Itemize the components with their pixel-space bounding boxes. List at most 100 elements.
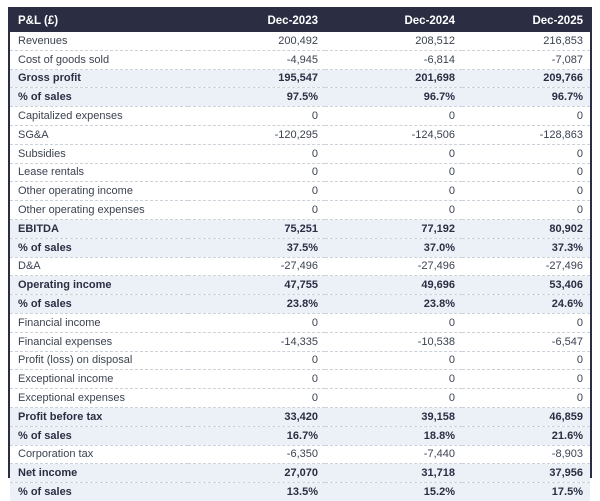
cell-value: 23.8% bbox=[325, 294, 462, 314]
cell-value: 33,420 bbox=[188, 406, 325, 427]
cell-value: 0 bbox=[188, 200, 325, 220]
table-row: Capitalized expenses 0 0 0 bbox=[10, 106, 590, 126]
pnl-table-container: P&L (£) Dec-2023 Dec-2024 Dec-2025 Reven… bbox=[8, 7, 592, 501]
row-label: Profit before tax bbox=[10, 406, 188, 427]
row-label: % of sales bbox=[10, 237, 188, 258]
cell-value: 23.8% bbox=[188, 294, 325, 314]
cell-value: 37,956 bbox=[462, 463, 590, 483]
table-row: Other operating income 0 0 0 bbox=[10, 181, 590, 201]
cell-value: 46,859 bbox=[462, 406, 590, 427]
cell-value: 200,492 bbox=[278, 34, 318, 47]
cell-value: 49,696 bbox=[325, 275, 462, 295]
table-row: Corporation tax -6,350 -7,440 -8,903 bbox=[10, 444, 590, 464]
cell-value: -120,295 bbox=[188, 124, 325, 145]
cell-value: 208,512 bbox=[415, 34, 455, 47]
cell-value: 77,192 bbox=[325, 218, 462, 239]
table-row: Financial expenses -14,335 -10,538 -6,547 bbox=[10, 331, 590, 352]
cell-value: 27,070 bbox=[188, 463, 325, 483]
cell-value: -4,945 bbox=[188, 49, 325, 70]
cell-value: 13.5% bbox=[188, 482, 325, 501]
cell-value: 80,902 bbox=[462, 218, 590, 239]
cell-value: 0 bbox=[325, 369, 462, 389]
cell-value: -27,496 bbox=[325, 256, 462, 276]
table-title: P&L (£) bbox=[10, 9, 188, 32]
cell-value: 0 bbox=[188, 162, 325, 182]
cell-value: 0 bbox=[325, 162, 462, 182]
table-row: % of sales 37.5% 37.0% 37.3% bbox=[10, 237, 590, 258]
row-label: Financial expenses bbox=[10, 331, 188, 352]
cell-value: 0 bbox=[462, 200, 590, 220]
row-label: Net income bbox=[10, 463, 188, 483]
cell-value: 0 bbox=[188, 388, 325, 408]
table-row: Operating income 47,755 49,696 53,406 bbox=[10, 275, 590, 295]
cell-value: 0 bbox=[462, 350, 590, 370]
cell-value: -6,350 bbox=[188, 444, 325, 464]
cell-value: 201,698 bbox=[325, 68, 462, 88]
cell-value: 17.5% bbox=[462, 482, 590, 501]
table-row: Exceptional income 0 0 0 bbox=[10, 369, 590, 389]
table-row: Profit before tax 33,420 39,158 46,859 bbox=[10, 406, 590, 427]
cell-value: 0 bbox=[188, 312, 325, 333]
table-row: Gross profit 195,547 201,698 209,766 bbox=[10, 68, 590, 88]
cell-value: 39,158 bbox=[325, 406, 462, 427]
table-row: % of sales 23.8% 23.8% 24.6% bbox=[10, 294, 590, 314]
column-header-dec-2023: Dec-2023 bbox=[188, 9, 325, 32]
cell-value: 0 bbox=[325, 388, 462, 408]
cell-value: 47,755 bbox=[188, 275, 325, 295]
cell-value: 75,251 bbox=[188, 218, 325, 239]
cell-value: 96.7% bbox=[325, 87, 462, 107]
table-header: P&L (£) Dec-2023 Dec-2024 Dec-2025 bbox=[10, 9, 590, 32]
row-label: Exceptional income bbox=[10, 369, 188, 389]
cell-value: 216,853 bbox=[543, 34, 583, 47]
cell-value: 0 bbox=[188, 106, 325, 126]
row-label: Lease rentals bbox=[10, 162, 188, 182]
cell-value: 0 bbox=[325, 350, 462, 370]
cell-value: -10,538 bbox=[325, 331, 462, 352]
row-label: Other operating expenses bbox=[10, 200, 188, 220]
cell-value: 0 bbox=[462, 106, 590, 126]
column-header-dec-2024: Dec-2024 bbox=[325, 9, 462, 32]
table-row: Revenues 200,492 208,512 216,853 bbox=[10, 32, 590, 50]
cell-value: 0 bbox=[325, 200, 462, 220]
cell-value: 0 bbox=[462, 388, 590, 408]
cell-value: 37.3% bbox=[462, 237, 590, 258]
row-label: Profit (loss) on disposal bbox=[10, 350, 188, 370]
cell-value: 209,766 bbox=[462, 68, 590, 88]
table-row: Lease rentals 0 0 0 bbox=[10, 162, 590, 182]
cell-value: 0 bbox=[462, 312, 590, 333]
row-label: Exceptional expenses bbox=[10, 388, 188, 408]
cell-value: -6,814 bbox=[325, 49, 462, 70]
cell-value: 0 bbox=[188, 369, 325, 389]
table-row: Financial income 0 0 0 bbox=[10, 312, 590, 333]
cell-value: 15.2% bbox=[325, 482, 462, 501]
table-row: % of sales 16.7% 18.8% 21.6% bbox=[10, 425, 590, 446]
header-row: P&L (£) Dec-2023 Dec-2024 Dec-2025 bbox=[10, 9, 590, 32]
cell-value: 18.8% bbox=[325, 425, 462, 446]
cell-value: 0 bbox=[188, 143, 325, 164]
cell-value: -27,496 bbox=[462, 256, 590, 276]
row-label: Revenues bbox=[18, 34, 68, 47]
cell-value: -124,506 bbox=[325, 124, 462, 145]
cell-value: -6,547 bbox=[462, 331, 590, 352]
row-label: Financial income bbox=[10, 312, 188, 333]
cell-value: -27,496 bbox=[188, 256, 325, 276]
cell-value: 37.0% bbox=[325, 237, 462, 258]
pnl-table: P&L (£) Dec-2023 Dec-2024 Dec-2025 Reven… bbox=[10, 9, 590, 501]
row-label: Other operating income bbox=[10, 181, 188, 201]
cell-value: -8,903 bbox=[462, 444, 590, 464]
table-row: Other operating expenses 0 0 0 bbox=[10, 200, 590, 220]
table-row: Subsidies 0 0 0 bbox=[10, 143, 590, 164]
row-label: Corporation tax bbox=[10, 444, 188, 464]
table-row: % of sales 97.5% 96.7% 96.7% bbox=[10, 87, 590, 107]
row-label: Capitalized expenses bbox=[10, 106, 188, 126]
cell-value: 97.5% bbox=[188, 87, 325, 107]
table-row: EBITDA 75,251 77,192 80,902 bbox=[10, 218, 590, 239]
row-label: Gross profit bbox=[10, 68, 188, 88]
table-row: Cost of goods sold -4,945 -6,814 -7,087 bbox=[10, 49, 590, 70]
cell-value: 0 bbox=[325, 106, 462, 126]
cell-value: 0 bbox=[462, 369, 590, 389]
cell-value: -14,335 bbox=[188, 331, 325, 352]
table-row: Net income 27,070 31,718 37,956 bbox=[10, 463, 590, 483]
cell-value: -7,087 bbox=[462, 49, 590, 70]
row-label: % of sales bbox=[10, 294, 188, 314]
